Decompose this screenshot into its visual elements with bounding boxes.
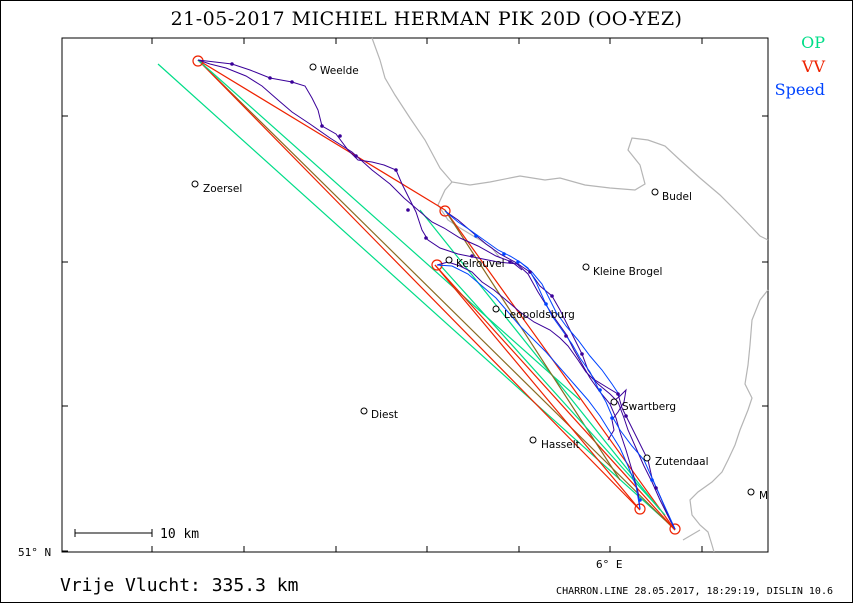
place-label-hasselt: Hasselt [541,439,580,451]
legend-op: OP [801,33,825,52]
place-label-swartberg: Swartberg [622,401,676,413]
speed-markers [474,234,654,502]
axis-ticks [62,38,768,552]
place-label-budel: Budel [662,191,692,203]
turnpoint-1 [439,205,451,217]
olive-leg-1 [197,59,676,531]
op-leg-3 [419,209,661,511]
place-label-kelrouvel: Kelrouvel [456,258,505,270]
place-labels: Weelde Zoersel Budel Kleine Brogel Kelro… [203,65,768,502]
place-marker-weelde [309,63,317,71]
place-marker-swartberg [610,398,618,406]
scale-bar: 10 km [74,527,199,542]
lon-label: 6° E [596,558,623,571]
place-marker-kelrouvel [445,256,453,264]
country-borders [371,37,769,553]
lat-label: 51° N [18,546,51,559]
turnpoint-3 [634,503,646,515]
place-marker-leopoldsburg [492,305,500,313]
op-leg-4 [439,264,666,516]
place-label-zutendaal: Zutendaal [655,456,709,468]
place-label-leopoldsburg: Leopoldsburg [504,309,575,321]
vv-leg-5 [434,264,676,531]
scale-label: 10 km [160,527,199,542]
olive-leg-2 [444,209,621,481]
op-leg-1 [157,63,666,521]
place-label-m: M [759,490,768,502]
place-label-weelde: Weelde [320,65,359,77]
place-markers [191,63,755,496]
place-label-zoersel: Zoersel [203,183,242,195]
op-leg-2 [197,59,581,401]
vv-leg-2 [197,59,446,211]
legend-speed: Speed [774,80,825,99]
turnpoint-finish [669,523,681,535]
place-label-diest: Diest [371,409,398,421]
vv-leg-3 [444,209,676,531]
place-marker-kleine-brogel [582,263,590,271]
vv-leg-4 [434,264,641,511]
place-marker-budel [651,188,659,196]
place-marker-diest [360,407,368,415]
place-marker-zutendaal [643,454,651,462]
place-marker-m [747,488,755,496]
distance-text: Vrije Vlucht: 335.3 km [60,575,299,596]
track-markers [230,62,658,490]
place-label-kleine-brogel: Kleine Brogel [593,266,662,278]
page-title: 21-05-2017 MICHIEL HERMAN PIK 20D (OO-YE… [170,8,683,30]
place-marker-zoersel [191,180,199,188]
info-text: CHARRON.LINE 28.05.2017, 18:29:19, DISLI… [556,586,833,597]
vv-leg-1 [197,59,641,511]
task-legs [157,59,676,531]
speed-track [436,210,676,530]
map-border [61,37,769,553]
place-marker-hasselt [529,436,537,444]
legend-vv: VV [801,57,825,76]
